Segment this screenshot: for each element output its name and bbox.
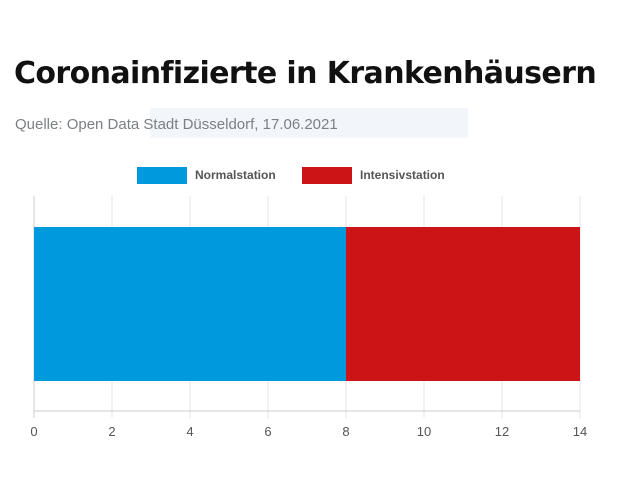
x-tick-label: 0 [30, 424, 37, 439]
x-tick-label: 6 [264, 424, 271, 439]
bar-intensivstation[interactable] [346, 227, 580, 381]
x-tick-label: 12 [495, 424, 509, 439]
x-tick-label: 14 [573, 424, 587, 439]
legend-label-intensivstation[interactable]: Intensivstation [360, 168, 445, 182]
x-tick-label: 4 [186, 424, 193, 439]
x-tick-label: 2 [108, 424, 115, 439]
source-note: Quelle: Open Data Stadt Düsseldorf, 17.0… [15, 116, 338, 133]
source-highlight [150, 108, 468, 138]
legend-swatch-intensivstation[interactable] [302, 167, 352, 184]
x-tick-label: 10 [417, 424, 431, 439]
bars [34, 227, 580, 381]
bar-normalstation[interactable] [34, 227, 346, 381]
legend-swatch-normalstation[interactable] [137, 167, 187, 184]
legend: Normalstation Intensivstation [137, 167, 445, 184]
x-tick-label: 8 [342, 424, 349, 439]
chart-title: Coronainfizierte in Krankenhäusern [14, 56, 597, 91]
legend-label-normalstation[interactable]: Normalstation [195, 168, 276, 182]
x-axis: 0 2 4 6 8 10 12 14 [30, 410, 587, 439]
